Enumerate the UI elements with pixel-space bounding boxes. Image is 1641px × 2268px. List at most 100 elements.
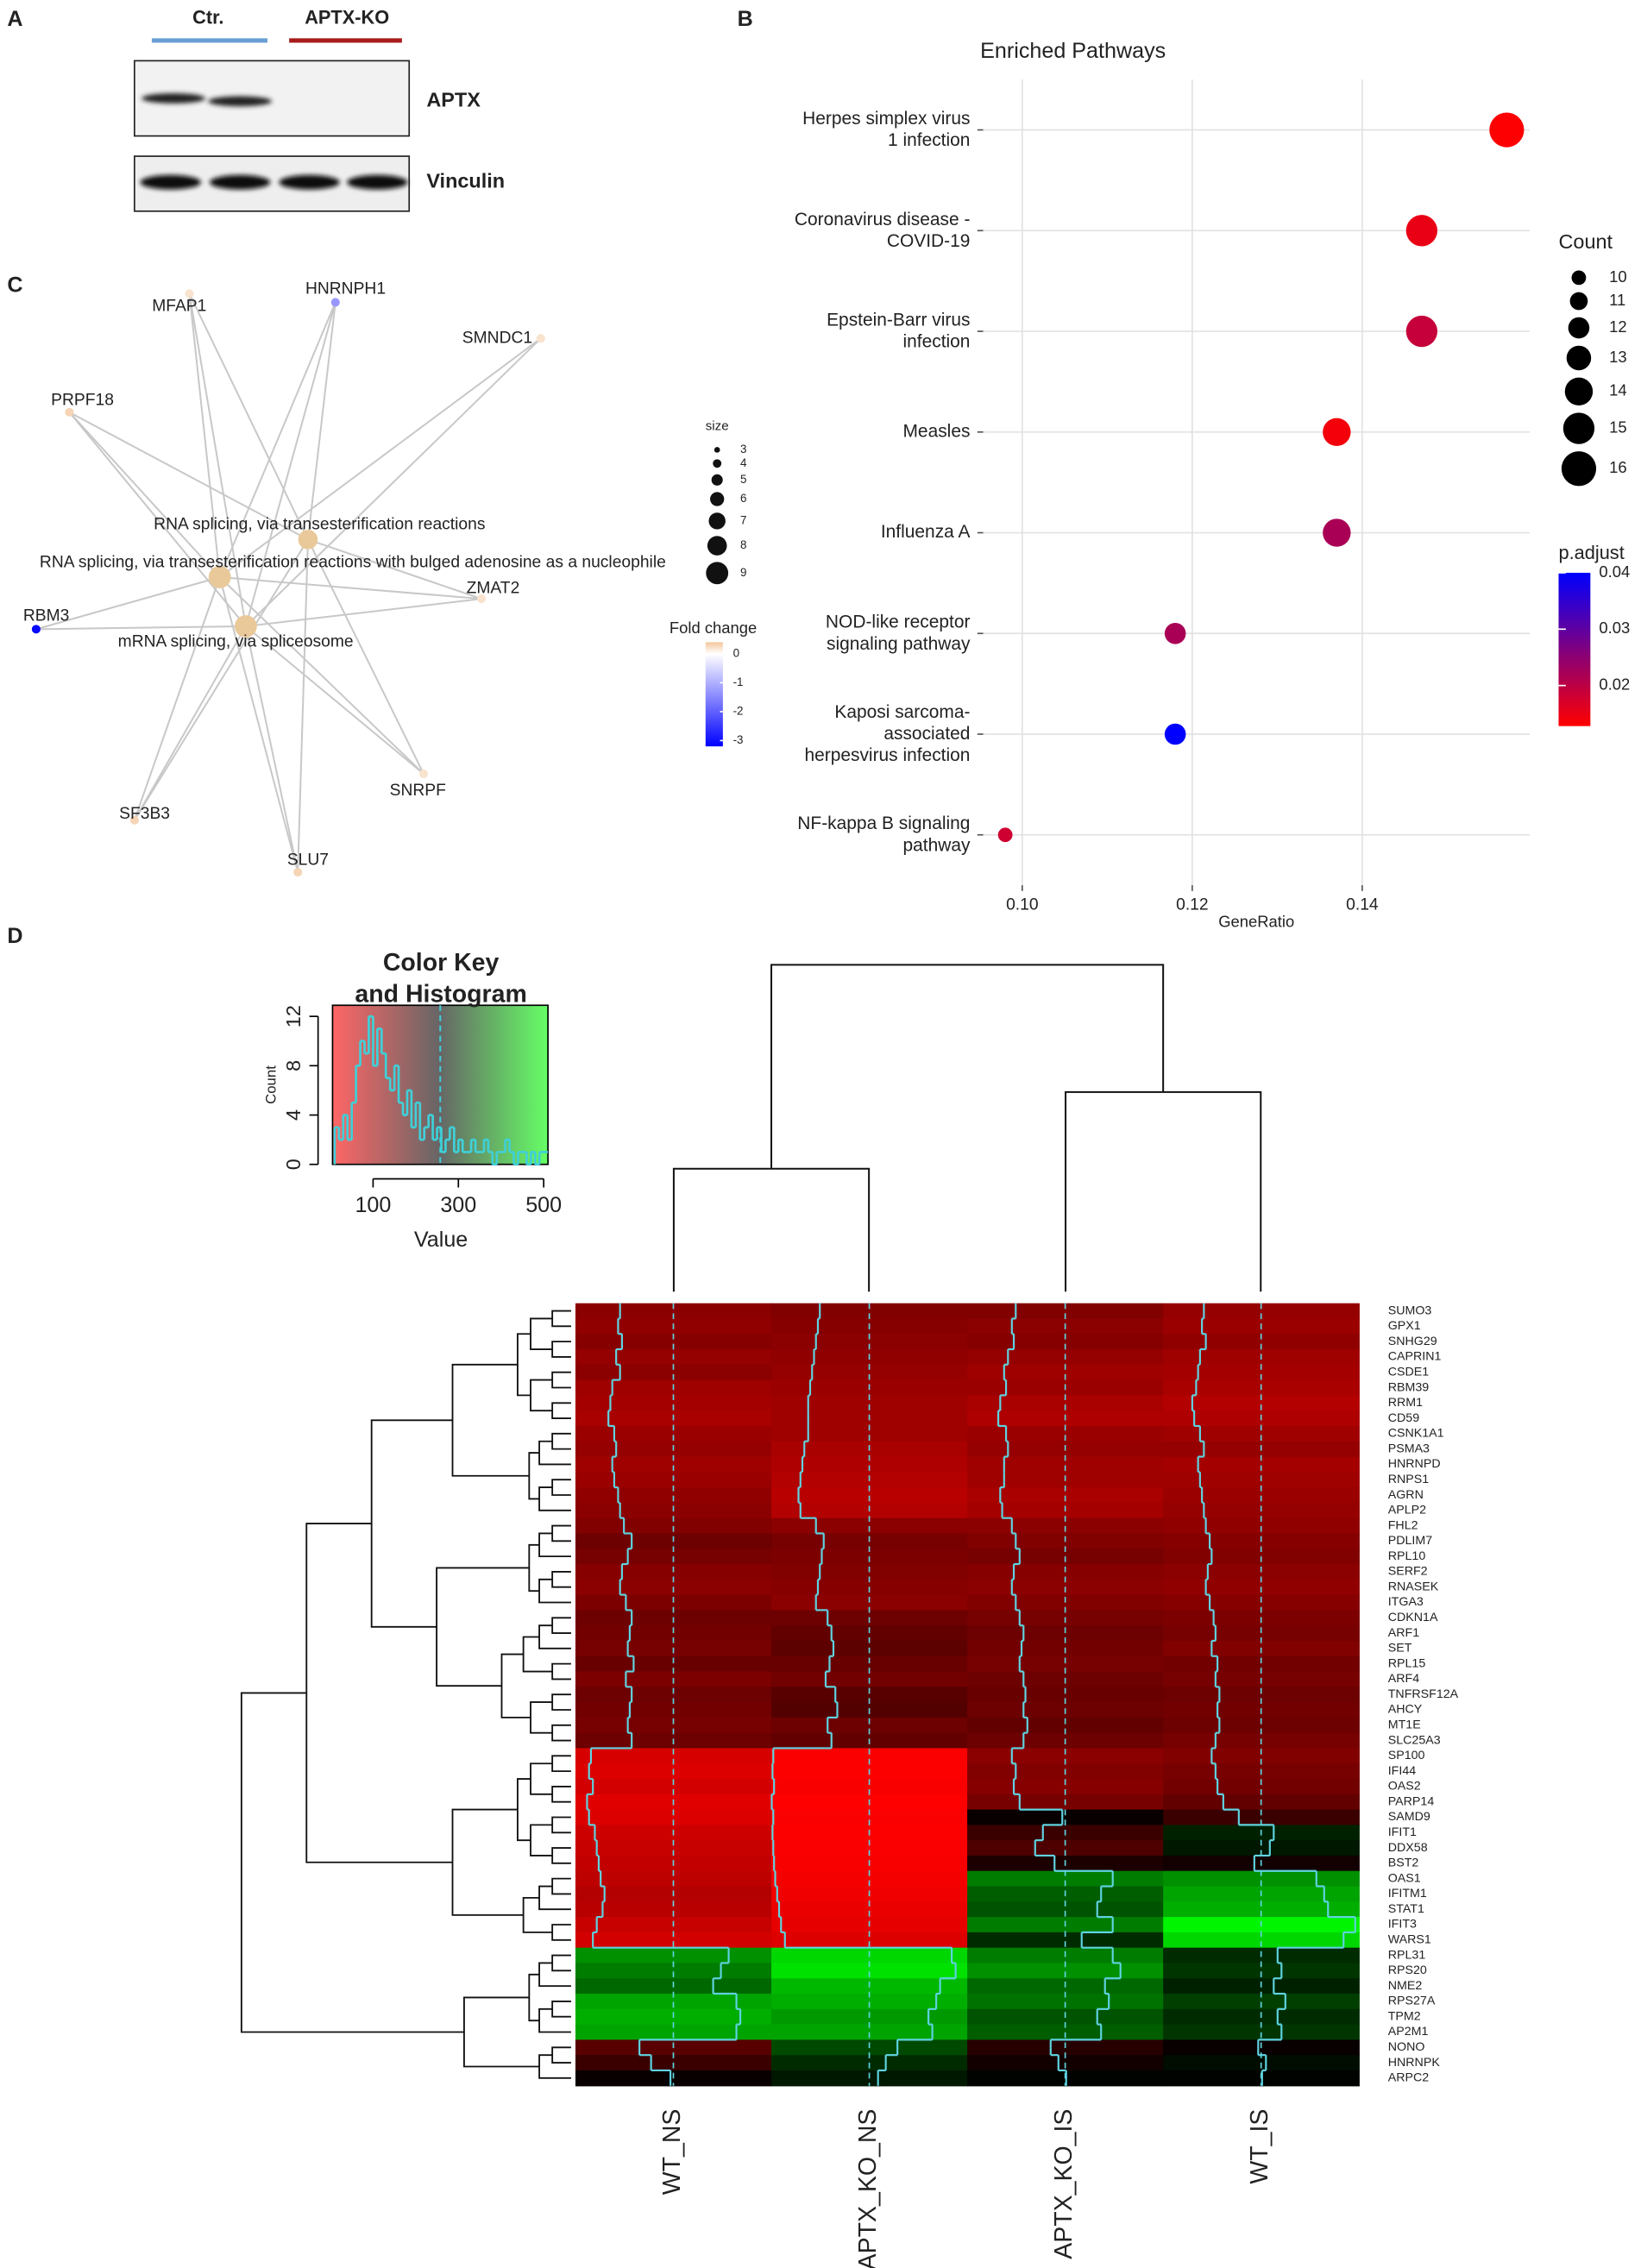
- heatmap-cell: [771, 1487, 968, 1504]
- dot-plot: Enriched Pathways 0.10 0.12 0.14 GeneRatio He…: [795, 39, 1630, 931]
- row-label: PDLIM7: [1388, 1534, 1432, 1548]
- row-label: AP2M1: [1388, 2025, 1429, 2039]
- heatmap-cell: [967, 1932, 1164, 1949]
- heatmap-cell: [1163, 1809, 1360, 1826]
- row-label: CDKN1A: [1388, 1611, 1438, 1624]
- heatmap-cell: [771, 1425, 968, 1442]
- group-label: Ctr.: [192, 7, 223, 28]
- dot: [1323, 418, 1351, 447]
- row-label: RPS27A: [1388, 1995, 1436, 2008]
- x-tick-label: 0.12: [1176, 896, 1208, 914]
- panel-label: D: [7, 924, 22, 948]
- row-label: IFI44: [1388, 1764, 1417, 1778]
- heatmap-cell: [575, 1395, 772, 1411]
- heatmap-cell: [575, 1717, 772, 1734]
- heatmap-cell: [575, 1963, 772, 1979]
- x-axis-label: Value: [414, 1228, 468, 1252]
- dendrogram-branch: [240, 1692, 464, 2033]
- row-label: SET: [1388, 1642, 1412, 1655]
- y-tick-label: 0: [282, 1159, 305, 1170]
- heatmap-cell: [967, 1395, 1164, 1411]
- gene-node: [330, 298, 340, 307]
- heatmap-cell: [967, 1840, 1164, 1856]
- panel-label: C: [7, 273, 22, 298]
- band: [347, 174, 408, 190]
- heatmap-cell: [967, 1334, 1164, 1350]
- term-label: RNA splicing, via transesterification re…: [40, 553, 666, 571]
- heatmap-cell: [575, 1687, 772, 1703]
- row-label: CSNK1A1: [1388, 1427, 1444, 1441]
- size-legend-dot: [1569, 292, 1588, 311]
- dot: [997, 827, 1013, 843]
- heatmap-cell: [967, 1687, 1164, 1703]
- row-label: BST2: [1388, 1856, 1419, 1870]
- gene-label: ZMAT2: [467, 579, 520, 597]
- colorbar-tick-label: 0.02: [1599, 675, 1630, 694]
- y-tick-label: 8: [282, 1060, 305, 1071]
- row-label: WARS1: [1388, 1933, 1431, 1947]
- heatmap-cell: [575, 1809, 772, 1826]
- heatmap-cell: [771, 1901, 968, 1918]
- row-label: PSMA3: [1388, 1442, 1430, 1455]
- edge: [245, 598, 482, 627]
- edge: [219, 576, 424, 775]
- row-label: SNHG29: [1388, 1335, 1437, 1348]
- row-label: IFIT1: [1388, 1825, 1417, 1839]
- fold-tick-label: -2: [733, 704, 744, 717]
- row-label: OAS2: [1388, 1780, 1421, 1794]
- heatmap-cell: [771, 1395, 968, 1411]
- size-legend-label: 13: [1609, 348, 1626, 366]
- row-label: SLC25A3: [1388, 1733, 1441, 1747]
- row-label: RPL10: [1388, 1549, 1426, 1563]
- row-label: RPL15: [1388, 1656, 1426, 1670]
- row-label: ARPC2: [1388, 2071, 1430, 2085]
- gene-label: HNRNPH1: [305, 280, 386, 298]
- row-label: CSDE1: [1388, 1365, 1430, 1379]
- heatmap-cell: [1163, 1395, 1360, 1411]
- row-label: NME2: [1388, 1979, 1423, 1993]
- row-label: APLP2: [1388, 1504, 1426, 1517]
- gene-node: [536, 334, 545, 343]
- size-legend-label: 6: [740, 492, 746, 505]
- heatmap-cell: [967, 1456, 1164, 1473]
- size-legend-dot: [713, 459, 722, 468]
- size-legend-dot: [710, 492, 725, 506]
- fold-tick-label: 0: [733, 646, 739, 659]
- heatmap-cell: [771, 1456, 968, 1473]
- gene-node: [477, 594, 487, 604]
- protein-label: APTX: [426, 89, 481, 111]
- row-label: RNPS1: [1388, 1473, 1430, 1486]
- y-tick-label: NF-kappa B signaling pathway: [797, 814, 971, 855]
- heatmap-cell: [771, 1364, 968, 1381]
- size-legend-dot: [707, 536, 727, 556]
- heatmap-cell: [1163, 1717, 1360, 1734]
- row-label: RPS20: [1388, 1963, 1427, 1977]
- row-label: DDX58: [1388, 1841, 1428, 1855]
- heatmap-cell: [1163, 1932, 1360, 1949]
- heatmap-cell: [1163, 1963, 1360, 1979]
- y-tick-label: Measles: [902, 421, 970, 441]
- edge: [68, 411, 309, 541]
- colorbar-tick-label: 0.03: [1599, 619, 1630, 637]
- column-label: WT_IS: [1246, 2109, 1273, 2184]
- edge: [219, 337, 542, 578]
- x-tick-label: 300: [440, 1193, 476, 1217]
- heatmap-cell: [575, 1625, 772, 1642]
- size-legend-label: 8: [740, 538, 746, 551]
- y-tick-label: Coronavirus disease -COVID-19: [795, 209, 971, 250]
- group-label: APTX-KO: [305, 7, 389, 28]
- x-tick-label: 0.10: [1006, 896, 1038, 914]
- size-legend-label: 10: [1609, 267, 1626, 286]
- heatmap-cell: [1163, 1594, 1360, 1611]
- heatmap-cell: [771, 1717, 968, 1734]
- color-key: Color Key and Histogram 0 4 8 12 Count 100 300 50…: [262, 948, 562, 1252]
- heatmap-cell: [575, 1994, 772, 2010]
- term-node: [208, 566, 231, 588]
- gene-label: SF3B3: [119, 805, 170, 823]
- band: [209, 174, 271, 190]
- edge: [188, 292, 309, 540]
- row-label: ARF1: [1388, 1626, 1419, 1640]
- row-label: CAPRIN1: [1388, 1350, 1442, 1364]
- heatmap-cell: [967, 1425, 1164, 1442]
- edge: [297, 539, 309, 873]
